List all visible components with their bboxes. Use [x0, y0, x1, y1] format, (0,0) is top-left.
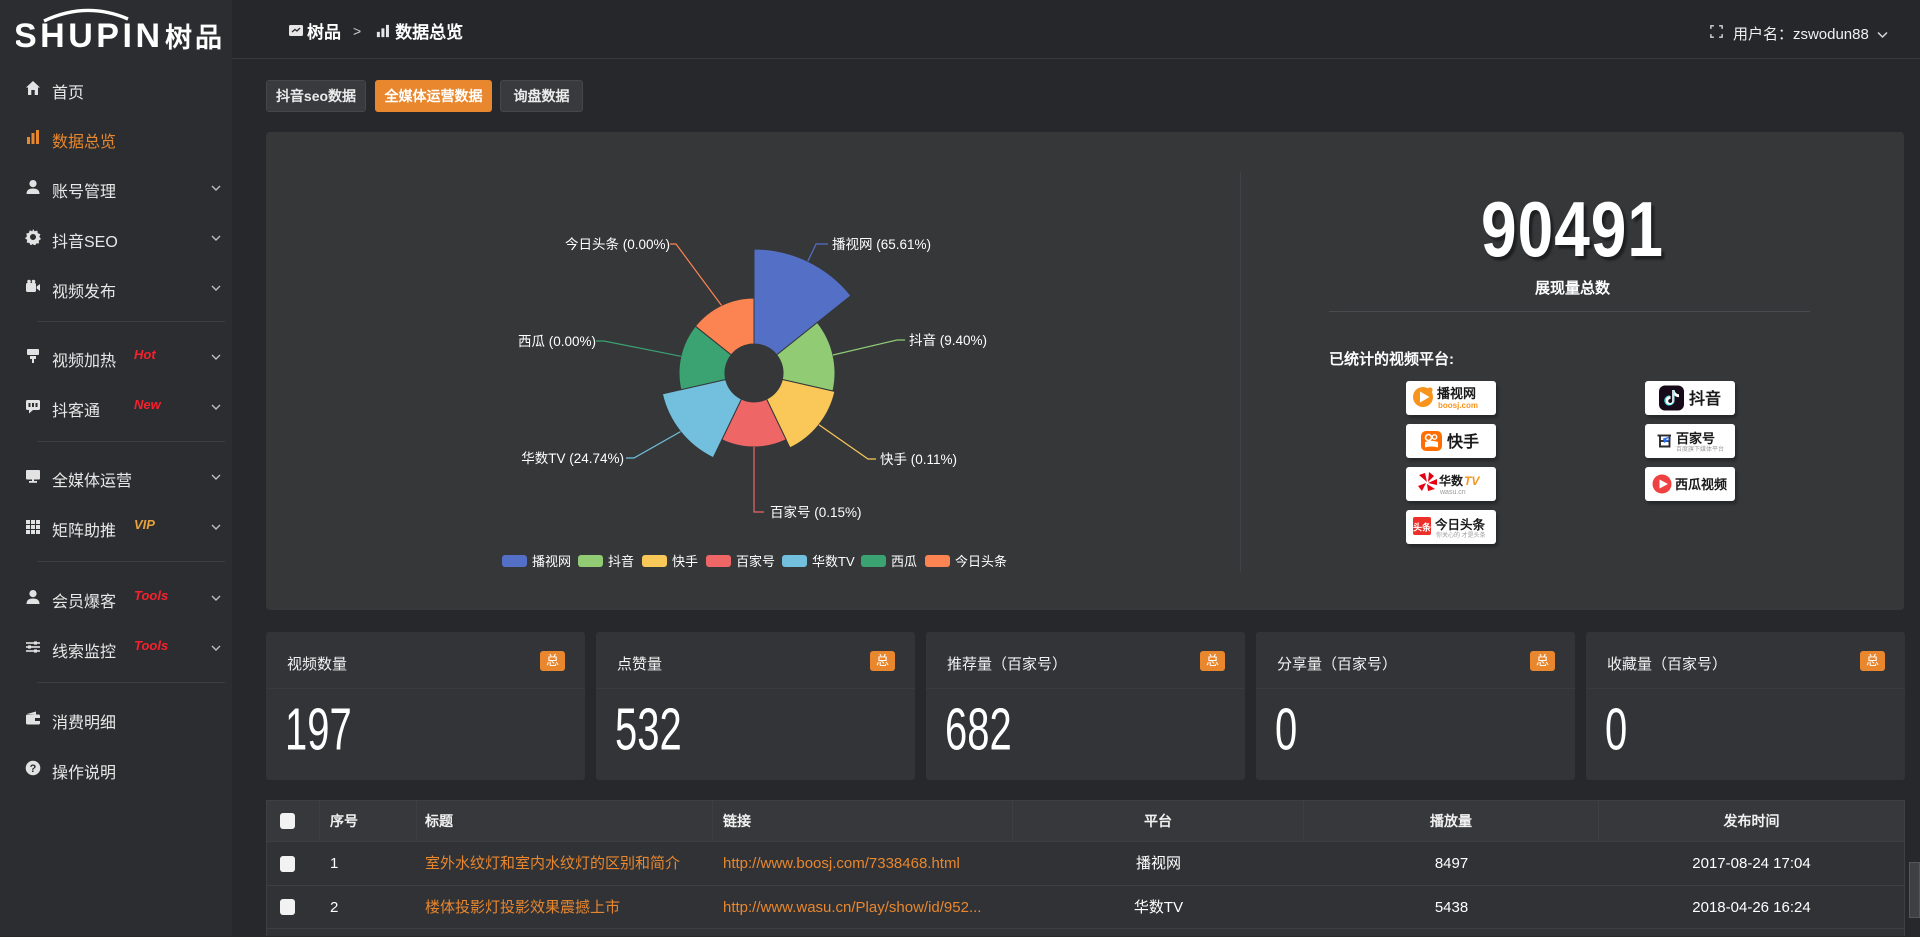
svg-text:华数TV (24.74%): 华数TV (24.74%): [521, 451, 624, 466]
svg-text:华数: 华数: [1439, 473, 1464, 488]
svg-text:西瓜: 西瓜: [891, 554, 917, 569]
svg-text:boosj.com: boosj.com: [1438, 401, 1478, 410]
svg-text:百度旗下媒体平台: 百度旗下媒体平台: [1676, 445, 1724, 453]
svg-text:今日头条: 今日头条: [1434, 517, 1486, 532]
svg-text:wasu.cn: wasu.cn: [1439, 489, 1466, 496]
svg-text:华数TV: 华数TV: [812, 554, 855, 569]
svg-text:抖音: 抖音: [1689, 389, 1721, 408]
svg-text:百家号: 百家号: [736, 554, 775, 569]
svg-text:快手: 快手: [1447, 432, 1479, 451]
svg-text:SHUPIN: SHUPIN: [16, 17, 160, 50]
svg-text:百家号 (0.15%): 百家号 (0.15%): [770, 504, 862, 520]
svg-text:西瓜视频: 西瓜视频: [1675, 477, 1727, 492]
svg-text:西瓜 (0.00%): 西瓜 (0.00%): [518, 334, 596, 349]
svg-text:快手: 快手: [672, 554, 698, 569]
svg-text:百家号: 百家号: [1676, 431, 1715, 446]
svg-text:播视网: 播视网: [532, 554, 571, 569]
svg-text:播视网 (65.61%): 播视网 (65.61%): [832, 237, 931, 252]
svg-text:TV: TV: [1464, 474, 1480, 488]
svg-text:今日头条 (0.00%): 今日头条 (0.00%): [565, 236, 670, 252]
svg-text:抖音: 抖音: [608, 554, 634, 569]
svg-text:树品: 树品: [165, 23, 225, 50]
svg-text:播视网: 播视网: [1437, 386, 1476, 401]
svg-text:?: ?: [30, 763, 37, 775]
svg-text:你关心的 才是头条: 你关心的 才是头条: [1436, 531, 1486, 539]
svg-text:抖音 (9.40%): 抖音 (9.40%): [909, 332, 987, 348]
svg-text:头条: 头条: [1413, 522, 1432, 533]
svg-text:快手 (0.11%): 快手 (0.11%): [880, 452, 957, 467]
svg-text:今日头条: 今日头条: [955, 554, 1007, 569]
